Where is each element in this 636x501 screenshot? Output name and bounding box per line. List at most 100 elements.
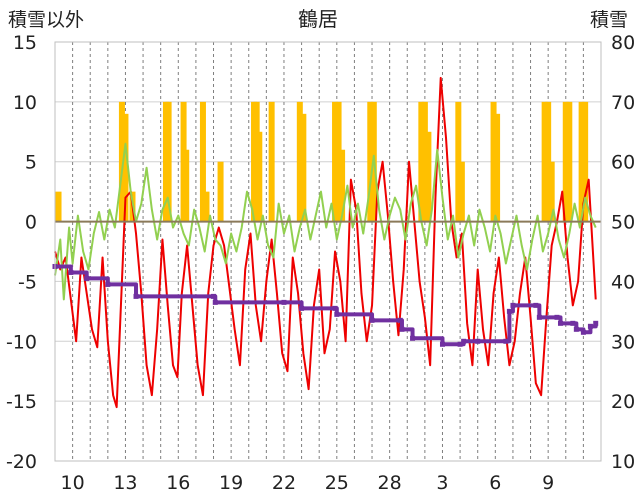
purple-series-point bbox=[533, 302, 539, 308]
orange-bar bbox=[296, 101, 303, 222]
orange-bar bbox=[582, 101, 589, 222]
orange-bar bbox=[421, 101, 428, 222]
x-tick-label: 9 bbox=[542, 472, 554, 494]
orange-bar bbox=[118, 101, 125, 222]
orange-bar bbox=[268, 101, 275, 222]
orange-bar bbox=[494, 113, 501, 222]
red-series-line bbox=[54, 76, 597, 409]
purple-series-point bbox=[510, 302, 516, 308]
orange-bar bbox=[548, 161, 555, 222]
orange-bar bbox=[335, 101, 342, 222]
orange-bar bbox=[367, 101, 374, 222]
purple-series-point bbox=[570, 320, 576, 326]
grid bbox=[55, 41, 601, 462]
purple-series-point bbox=[68, 269, 74, 275]
purple-series-point bbox=[397, 317, 403, 323]
right-tick-label: 80 bbox=[611, 32, 635, 54]
orange-bar bbox=[55, 191, 62, 222]
purple-series-point bbox=[580, 329, 586, 335]
purple-series-point bbox=[461, 338, 467, 344]
left-tick-label: 15 bbox=[13, 32, 37, 54]
orange-bar bbox=[339, 149, 346, 222]
purple-series-point bbox=[587, 323, 593, 329]
purple-series-point bbox=[573, 326, 579, 332]
orange-bar bbox=[199, 101, 206, 222]
purple-series-point bbox=[503, 338, 509, 344]
orange-bar bbox=[300, 113, 307, 222]
purple-series-point bbox=[399, 326, 405, 332]
purple-series-point bbox=[457, 341, 463, 347]
right-axis-label: 積雪 bbox=[590, 9, 628, 31]
left-tick-label: -15 bbox=[6, 391, 37, 413]
x-tick-label: 22 bbox=[272, 472, 296, 494]
x-axis-ticks: 10 13 16 19 22 25 28 3 6 9 bbox=[61, 472, 555, 494]
orange-bar bbox=[217, 161, 224, 222]
purple-series-point bbox=[593, 320, 599, 326]
purple-series-point bbox=[105, 281, 111, 287]
right-tick-label: 20 bbox=[611, 391, 635, 413]
purple-series-point bbox=[369, 317, 375, 323]
orange-bar bbox=[458, 161, 465, 222]
orange-bar bbox=[578, 101, 585, 222]
purple-series-point bbox=[281, 299, 287, 305]
x-tick-label: 3 bbox=[436, 472, 448, 494]
purple-series-point bbox=[410, 335, 416, 341]
purple-series-point bbox=[84, 275, 90, 281]
orange-bar bbox=[566, 101, 573, 222]
purple-series-point bbox=[332, 305, 338, 311]
left-tick-label: 5 bbox=[25, 152, 37, 174]
purple-series-point bbox=[506, 308, 512, 314]
purple-series-point bbox=[439, 341, 445, 347]
orange-bars bbox=[55, 101, 589, 222]
left-tick-label: 10 bbox=[13, 92, 37, 114]
orange-bar bbox=[183, 149, 190, 222]
x-tick-label: 28 bbox=[378, 472, 402, 494]
purple-series-point bbox=[299, 305, 305, 311]
orange-bar bbox=[256, 131, 263, 222]
orange-bar bbox=[425, 131, 432, 222]
orange-bar bbox=[455, 101, 462, 222]
orange-bar bbox=[165, 101, 172, 222]
left-tick-label: -20 bbox=[6, 451, 37, 473]
x-tick-label: 19 bbox=[219, 472, 243, 494]
x-tick-label: 6 bbox=[489, 472, 501, 494]
left-tick-label: 0 bbox=[25, 212, 37, 234]
purple-series-point bbox=[334, 311, 340, 317]
right-axis-ticks: 80 70 60 50 40 30 20 10 bbox=[611, 32, 635, 473]
series-lines bbox=[52, 76, 599, 409]
x-tick-label: 25 bbox=[325, 472, 349, 494]
right-tick-label: 70 bbox=[611, 92, 635, 114]
right-tick-label: 60 bbox=[611, 152, 635, 174]
purple-series-point bbox=[475, 338, 481, 344]
purple-series-point bbox=[212, 299, 218, 305]
purple-series-line bbox=[55, 264, 598, 347]
orange-bar bbox=[541, 101, 548, 222]
purple-series-point bbox=[133, 293, 139, 299]
x-tick-label: 10 bbox=[61, 472, 85, 494]
right-tick-label: 10 bbox=[611, 451, 635, 473]
left-axis-ticks: 15 10 5 0 -5 -10 -15 -20 bbox=[6, 32, 37, 473]
orange-bar bbox=[418, 101, 425, 222]
orange-bar bbox=[562, 101, 569, 222]
right-tick-label: 50 bbox=[611, 212, 635, 234]
orange-bar bbox=[203, 191, 210, 222]
green-series-line bbox=[54, 142, 597, 301]
purple-series-point bbox=[211, 293, 217, 299]
left-tick-label: -10 bbox=[6, 331, 37, 353]
x-tick-label: 13 bbox=[113, 472, 137, 494]
x-tick-label: 16 bbox=[166, 472, 190, 494]
orange-bar bbox=[332, 101, 339, 222]
purple-series-point bbox=[536, 314, 542, 320]
right-tick-label: 30 bbox=[611, 331, 635, 353]
chart-title: 鶴居 bbox=[298, 7, 338, 31]
orange-bar bbox=[490, 101, 497, 222]
purple-series-point bbox=[557, 320, 563, 326]
orange-bar bbox=[122, 113, 129, 222]
left-axis-label: 積雪以外 bbox=[8, 9, 84, 31]
plot-border bbox=[54, 41, 602, 462]
purple-series-point bbox=[554, 314, 560, 320]
left-tick-label: -5 bbox=[18, 271, 37, 293]
right-tick-label: 40 bbox=[611, 271, 635, 293]
orange-bar bbox=[545, 101, 552, 222]
